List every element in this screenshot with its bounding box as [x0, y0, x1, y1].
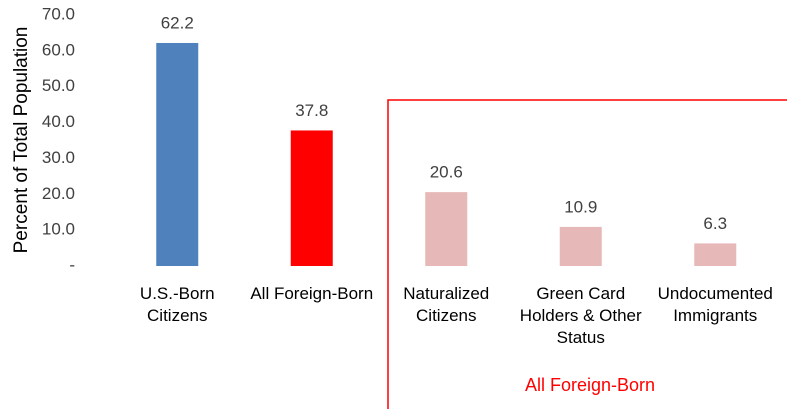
x-tick-label: All Foreign-Born [250, 284, 374, 303]
data-label: 10.9 [564, 197, 597, 216]
x-tick-label: U.S.-Born Citizens [139, 284, 215, 325]
y-tick-label: 30.0 [42, 148, 75, 167]
annotation-bracket [387, 99, 787, 409]
y-tick-label: 20.0 [42, 184, 75, 203]
bar [559, 226, 602, 266]
bar [694, 243, 737, 266]
data-label: 20.6 [430, 163, 463, 182]
y-tick-label: - [69, 255, 75, 274]
bar [290, 130, 333, 266]
x-tick-label: Undocumented Immigrants [657, 284, 773, 325]
y-tick-label: 70.0 [42, 4, 75, 23]
y-tick-label: 60.0 [42, 40, 75, 59]
annotation: All Foreign-Born [525, 375, 655, 395]
data-label: 37.8 [295, 101, 328, 120]
bar [156, 42, 199, 267]
y-tick-label: 10.0 [42, 220, 75, 239]
bar [425, 192, 468, 266]
x-tick-label: Green Card Holders & Other Status [519, 284, 642, 347]
y-tick-label: 50.0 [42, 76, 75, 95]
y-tick-label: 40.0 [42, 112, 75, 131]
data-label: 6.3 [703, 214, 727, 233]
data-label: 62.2 [161, 13, 194, 32]
x-tick-label: Naturalized Citizens [403, 284, 490, 325]
y-axis-label: Percent of Total Population [11, 27, 32, 254]
